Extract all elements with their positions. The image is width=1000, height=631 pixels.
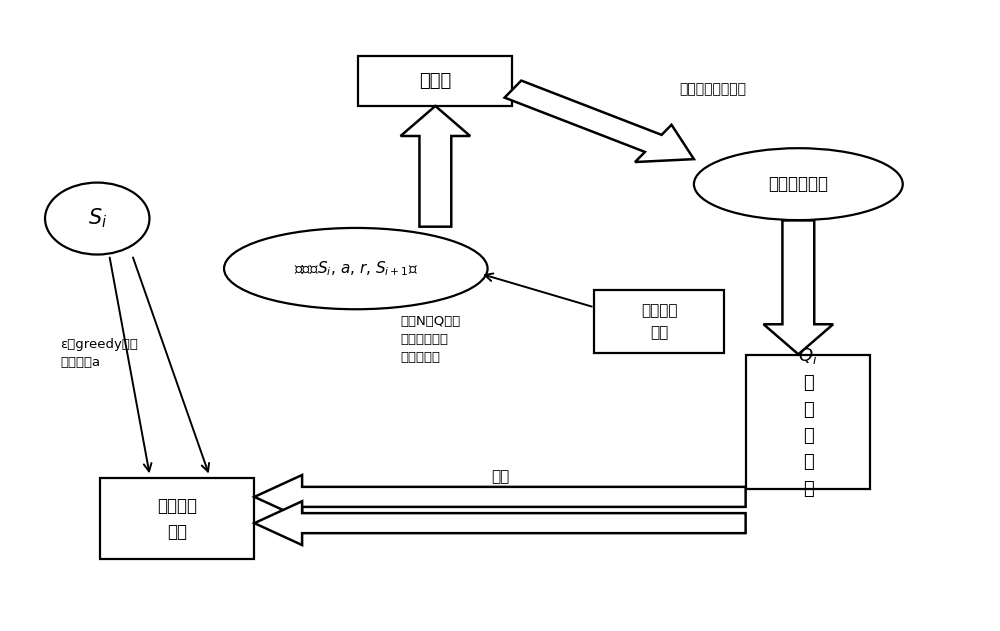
Text: ε－greedy策略
选择动作a: ε－greedy策略 选择动作a bbox=[60, 338, 138, 369]
Text: 样本池: 样本池 bbox=[419, 72, 451, 90]
Text: $S_i$: $S_i$ bbox=[88, 207, 107, 230]
Text: 随机选择一条样本: 随机选择一条样本 bbox=[679, 83, 746, 97]
Text: 深度神经
网络: 深度神经 网络 bbox=[641, 303, 677, 340]
Polygon shape bbox=[254, 475, 746, 519]
Bar bbox=[746, 355, 870, 489]
Bar bbox=[358, 56, 512, 106]
Polygon shape bbox=[401, 106, 470, 227]
Text: $Q_i$
作
为
目
标
値: $Q_i$ 作 为 目 标 値 bbox=[798, 346, 818, 498]
Polygon shape bbox=[505, 81, 694, 162]
Polygon shape bbox=[254, 501, 746, 545]
Text: 样本（$S_i$, $a$, $r$, $S_{i+1}$）: 样本（$S_i$, $a$, $r$, $S_{i+1}$） bbox=[294, 259, 418, 278]
Polygon shape bbox=[764, 220, 833, 354]
Text: 更新: 更新 bbox=[491, 469, 509, 485]
Text: 时序差分公式: 时序差分公式 bbox=[768, 175, 828, 193]
Bar bbox=[100, 478, 254, 560]
Bar bbox=[594, 290, 724, 353]
Text: 经过N次Q値更
新保存一次深
度神经网络: 经过N次Q値更 新保存一次深 度神经网络 bbox=[401, 315, 461, 363]
Text: 深度神经
网络: 深度神经 网络 bbox=[157, 497, 197, 541]
